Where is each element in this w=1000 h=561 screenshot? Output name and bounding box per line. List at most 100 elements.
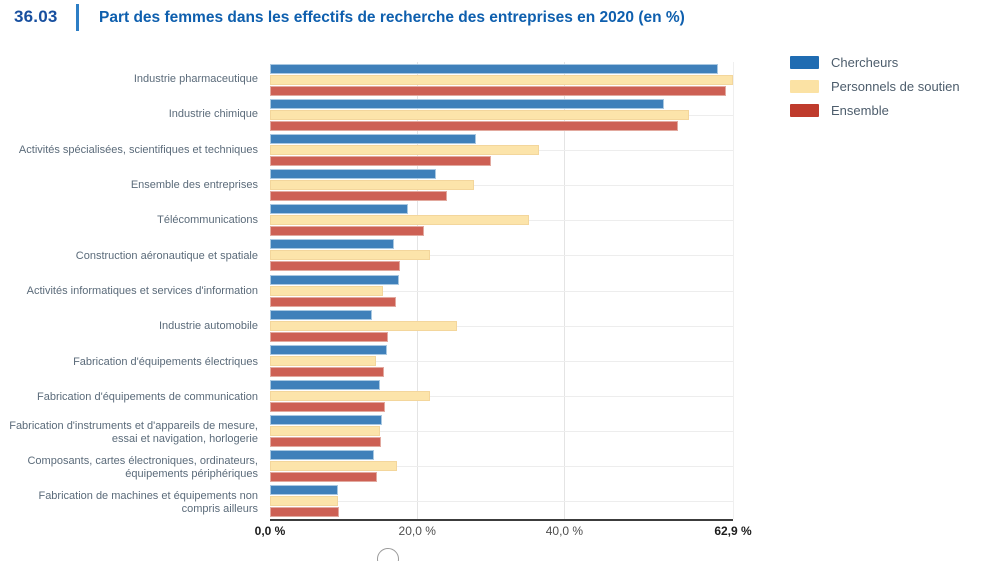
bar-ensemble[interactable]	[270, 120, 678, 131]
plot-area	[270, 62, 734, 521]
category-row	[270, 378, 733, 413]
category-label: Industrie automobile	[158, 320, 258, 333]
category-label: Fabrication de machines et équipements n…	[38, 490, 258, 516]
category-row	[270, 203, 733, 238]
category-row	[270, 484, 733, 519]
bar-personnels-de-soutien[interactable]	[270, 215, 530, 226]
legend-item-chercheurs[interactable]: Chercheurs	[790, 55, 960, 70]
bar-chercheurs[interactable]	[270, 379, 380, 390]
legend-label: Personnels de soutien	[831, 79, 960, 94]
category-label: Ensemble des entreprises	[130, 179, 258, 192]
horizontal-gridline	[270, 431, 733, 433]
bar-personnels-de-soutien[interactable]	[270, 461, 397, 472]
legend-item-ensemble[interactable]: Ensemble	[790, 103, 960, 118]
bar-personnels-de-soutien[interactable]	[270, 426, 380, 437]
category-label: Activités spécialisées, scientifiques et…	[18, 143, 258, 156]
page-title: Part des femmes dans les effectifs de re…	[99, 9, 685, 26]
horizontal-gridline	[270, 255, 733, 257]
bar-ensemble[interactable]	[270, 155, 491, 166]
bar-ensemble[interactable]	[270, 296, 396, 307]
bar-ensemble[interactable]	[270, 401, 385, 412]
bar-personnels-de-soutien[interactable]	[270, 355, 376, 366]
bar-chercheurs[interactable]	[270, 450, 374, 461]
category-row	[270, 167, 733, 202]
figure-number: 36.03	[14, 7, 58, 26]
vertical-gridline	[564, 62, 566, 519]
bar-personnels-de-soutien[interactable]	[270, 320, 457, 331]
legend-item-personnels-de-soutien[interactable]: Personnels de soutien	[790, 79, 960, 94]
legend-label: Ensemble	[831, 103, 889, 118]
bar-chercheurs[interactable]	[270, 274, 399, 285]
category-row	[270, 414, 733, 449]
vertical-gridline	[417, 62, 419, 519]
bar-ensemble[interactable]	[270, 472, 378, 483]
category-label: Fabrication d'instruments et d'appareils…	[9, 419, 258, 445]
x-tick-label: 62,9 %	[714, 524, 752, 538]
bar-personnels-de-soutien[interactable]	[270, 109, 689, 120]
category-label: Fabrication d'équipements de communicati…	[37, 390, 258, 403]
bar-chercheurs[interactable]	[270, 169, 437, 180]
x-tick-label: 40,0 %	[545, 524, 584, 538]
bar-chercheurs[interactable]	[270, 309, 373, 320]
x-tick-label: 20,0 %	[398, 524, 436, 538]
category-label: Activités informatiques et services d'in…	[26, 285, 258, 298]
header-separator	[76, 4, 79, 31]
bar-chercheurs[interactable]	[270, 98, 664, 109]
category-row	[270, 308, 733, 343]
bar-ensemble[interactable]	[270, 331, 388, 342]
category-row	[270, 62, 733, 97]
x-axis: 0,0 % 20,0 % 40,0 % 62,9 %	[255, 524, 752, 540]
bar-personnels-de-soutien[interactable]	[270, 390, 430, 401]
bar-ensemble[interactable]	[270, 191, 448, 202]
bar-ensemble[interactable]	[270, 507, 340, 518]
category-label: Industrie pharmaceutique	[133, 73, 258, 86]
category-row	[270, 238, 733, 273]
bar-ensemble[interactable]	[270, 366, 385, 377]
bar-personnels-de-soutien[interactable]	[270, 496, 339, 507]
bar-ensemble[interactable]	[270, 261, 401, 272]
bar-personnels-de-soutien[interactable]	[270, 250, 431, 261]
horizontal-gridline	[270, 466, 733, 468]
bar-chercheurs[interactable]	[270, 239, 395, 250]
legend: Chercheurs Personnels de soutien Ensemble	[790, 55, 960, 118]
bar-chercheurs[interactable]	[270, 344, 388, 355]
bar-personnels-de-soutien[interactable]	[270, 285, 384, 296]
partial-circle-icon	[377, 548, 399, 561]
x-tick-label: 0,0 %	[254, 524, 286, 538]
horizontal-gridline	[270, 501, 733, 503]
bar-chercheurs[interactable]	[270, 485, 339, 496]
bar-personnels-de-soutien[interactable]	[270, 74, 733, 85]
legend-swatch	[790, 104, 819, 117]
horizontal-gridline	[270, 290, 733, 292]
category-label: Fabrication d'équipements électriques	[73, 355, 258, 368]
bar-ensemble[interactable]	[270, 85, 726, 96]
bar-chercheurs[interactable]	[270, 63, 719, 74]
category-row	[270, 97, 733, 132]
category-label: Composants, cartes électroniques, ordina…	[27, 455, 258, 481]
bar-rows	[270, 62, 733, 519]
plot-right-edge-gridline	[733, 62, 734, 519]
category-row	[270, 273, 733, 308]
category-label: Télécommunications	[157, 214, 258, 227]
category-labels-column: Industrie pharmaceutique Industrie chimiq…	[0, 62, 258, 521]
category-label: Industrie chimique	[168, 108, 258, 121]
horizontal-gridline	[270, 395, 733, 397]
category-row	[270, 343, 733, 378]
horizontal-gridline	[270, 185, 733, 187]
category-row	[270, 449, 733, 484]
bar-chercheurs[interactable]	[270, 415, 382, 426]
horizontal-gridline	[270, 360, 733, 362]
category-row	[270, 132, 733, 167]
bar-personnels-de-soutien[interactable]	[270, 144, 539, 155]
bar-chercheurs[interactable]	[270, 133, 477, 144]
category-label: Construction aéronautique et spatiale	[75, 249, 258, 262]
bar-chercheurs[interactable]	[270, 204, 409, 215]
bar-personnels-de-soutien[interactable]	[270, 180, 474, 191]
legend-swatch	[790, 56, 819, 69]
legend-label: Chercheurs	[831, 55, 899, 70]
bar-ensemble[interactable]	[270, 226, 424, 237]
bar-ensemble[interactable]	[270, 437, 382, 448]
legend-swatch	[790, 80, 819, 93]
horizontal-gridline	[270, 325, 733, 327]
